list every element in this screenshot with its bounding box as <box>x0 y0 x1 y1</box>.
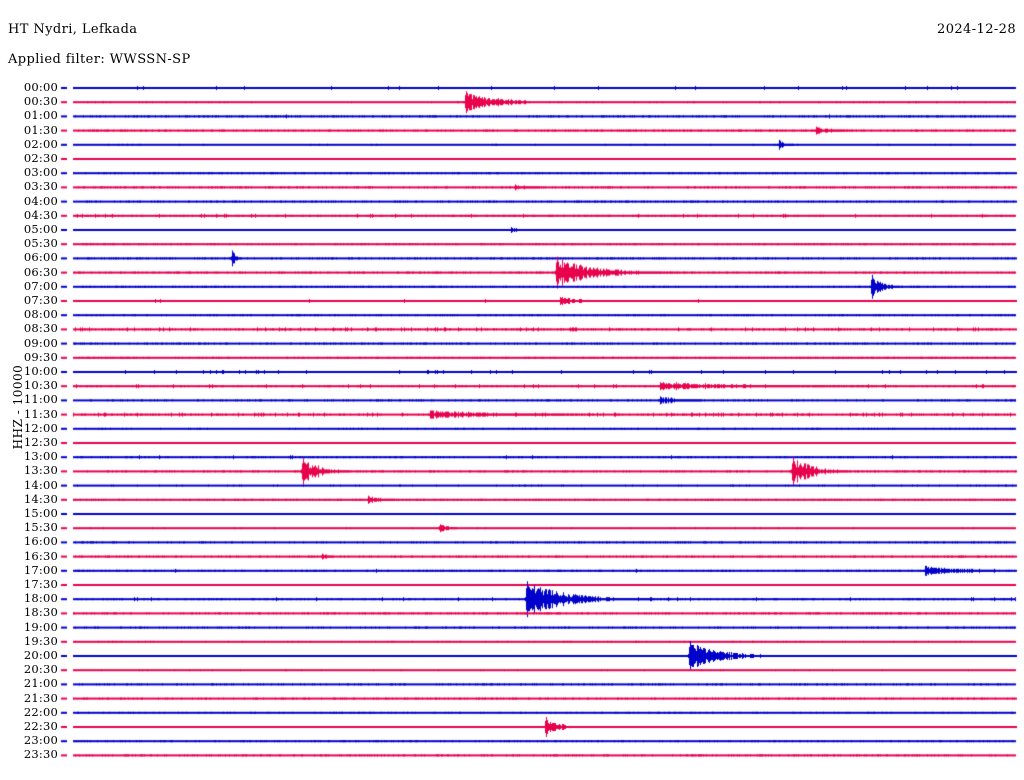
date-label: 2024-12-28 <box>937 22 1016 37</box>
seismogram-trace-canvas <box>0 78 1024 780</box>
applied-filter-label: Applied filter: WWSSN-SP <box>8 52 191 67</box>
station-title: HT Nydri, Lefkada <box>8 22 138 37</box>
seismogram-plot <box>0 78 1024 780</box>
